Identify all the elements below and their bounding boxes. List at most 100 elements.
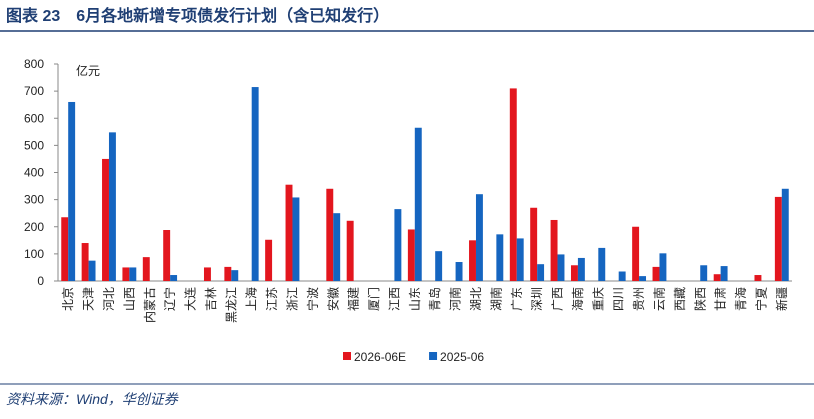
x-tick-label: 贵州 [632,287,646,311]
bar [170,275,178,281]
y-tick-label: 100 [24,247,44,261]
bar [496,234,504,281]
x-tick-label: 内蒙古 [142,287,157,323]
y-tick-label: 800 [24,57,44,71]
bar [61,217,69,281]
x-tick-label: 浙江 [285,287,299,311]
x-tick-label: 宁夏 [753,287,768,311]
bar [469,240,476,281]
bar [414,127,422,282]
x-tick-label: 西藏 [673,287,687,311]
x-tick-label: 大连 [183,287,198,311]
bar [224,266,232,281]
bar [713,274,721,281]
x-tick-label: 山东 [408,287,422,311]
bar [618,271,626,281]
bar [292,197,300,281]
bar [407,229,415,281]
bar [102,158,109,281]
bar [68,101,76,281]
x-tick-label: 湖北 [468,287,483,311]
x-tick-label: 福建 [346,287,361,311]
bar [251,87,259,282]
x-tick-label: 辽宁 [162,287,177,311]
y-tick-label: 500 [24,138,44,152]
bar [326,188,334,281]
bar [700,265,708,281]
x-tick-label: 重庆 [591,287,605,311]
x-tick-label: 黑龙江 [224,287,238,323]
bar [577,257,585,281]
x-tick-label: 厦门 [366,287,381,311]
bar [754,275,762,281]
legend-swatch [429,352,438,360]
y-tick-label: 0 [37,274,44,288]
x-tick-label: 海南 [570,287,585,311]
bar [639,276,647,281]
y-axis-label: 亿元 [76,63,100,78]
bar [455,262,463,281]
source: 资料来源：Wind，华创证券 [6,391,179,407]
legend-label: 2025-06 [440,350,484,364]
y-tick-label: 700 [24,84,44,98]
x-tick-label: 广西 [551,287,565,311]
x-tick-label: 江苏 [265,287,279,311]
bar [394,209,402,281]
bar [774,196,782,281]
bar [231,270,239,281]
x-tick-label: 江西 [387,287,401,311]
bar [659,253,667,281]
x-tick-label: 北京 [61,287,75,311]
y-tick-label: 600 [24,111,44,125]
y-tick-label: 300 [24,193,44,207]
x-tick-label: 陕西 [692,287,707,311]
bar [509,88,517,281]
bar [88,260,96,281]
legend-swatch [343,352,351,360]
x-tick-label: 河南 [448,287,463,311]
bar [781,188,789,281]
bar [557,254,565,281]
x-tick-label: 新疆 [774,287,789,311]
x-tick-label: 河北 [102,287,116,311]
bar [108,132,116,281]
bar [265,239,273,281]
bar [570,265,578,281]
bar [720,266,728,281]
y-tick-label: 200 [24,220,44,234]
bar [598,247,606,281]
bar [475,194,483,281]
bar [163,230,171,281]
x-tick-label: 吉林 [204,287,218,311]
bar [652,266,660,281]
bar [203,267,211,281]
x-tick-label: 山西 [122,287,136,311]
x-tick-label: 云南 [651,287,666,311]
chart-title: 图表 23 6月各地新增专项债发行计划（含已知发行） [6,6,389,25]
x-tick-label: 安徽 [325,287,340,311]
x-tick-label: 上海 [244,287,259,311]
bar [81,243,89,281]
x-tick-label: 青海 [733,287,748,311]
bar [516,238,524,281]
x-tick-label: 甘肃 [714,287,728,311]
x-tick-label: 宁波 [305,287,320,311]
bar [142,257,150,281]
bar [537,264,545,281]
x-tick-label: 湖南 [488,287,503,311]
bar [333,213,341,281]
bar [122,267,130,281]
bar [435,251,443,281]
bar [530,207,538,281]
x-tick-label: 深圳 [530,287,544,311]
x-tick-label: 天津 [82,287,96,311]
x-tick-label: 青岛 [427,287,442,311]
bar [550,219,558,281]
bar [632,226,640,281]
bar [346,220,354,281]
bar [285,184,293,281]
x-tick-label: 四川 [612,287,626,311]
legend-label: 2026-06E [354,350,406,364]
bar [129,267,137,281]
